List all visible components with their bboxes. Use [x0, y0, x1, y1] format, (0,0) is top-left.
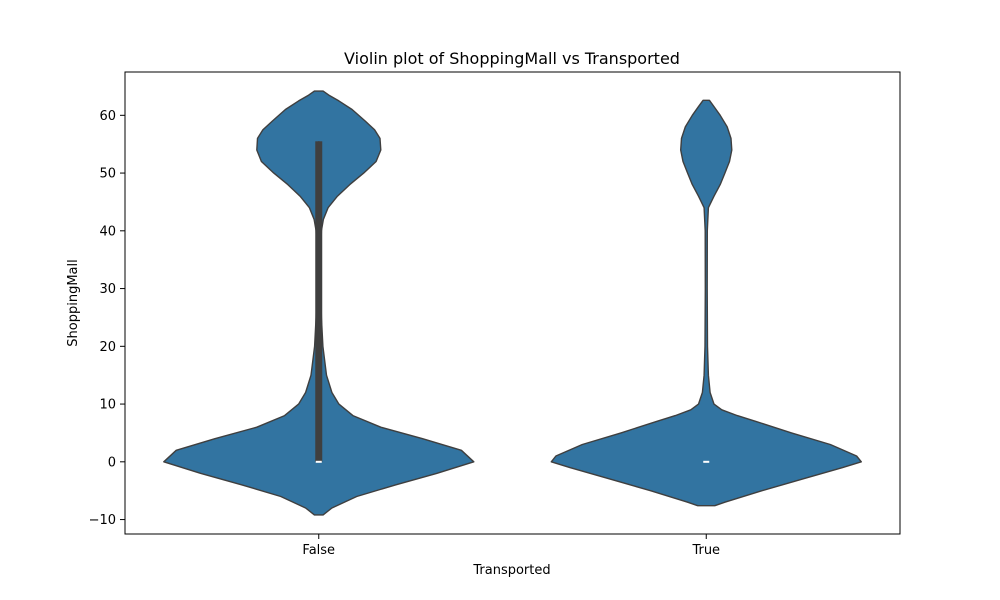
iqr-box-false	[315, 141, 323, 462]
x-axis-label: Transported	[472, 563, 550, 578]
violins-layer	[163, 90, 862, 516]
y-axis-ticks: −10 0 10 20 30 40 50 60	[89, 109, 125, 528]
y-tick-label: −10	[89, 513, 116, 528]
y-axis-label: ShoppingMall	[66, 259, 81, 346]
x-axis-ticks: False True	[302, 534, 720, 558]
y-tick-label: 50	[99, 167, 116, 182]
y-tick-label: 20	[99, 340, 116, 355]
x-tick-label: False	[302, 543, 335, 558]
y-tick-label: 60	[99, 109, 116, 124]
chart-title: Violin plot of ShoppingMall vs Transport…	[344, 49, 680, 68]
plot-area-frame	[124, 71, 901, 535]
violin-true	[550, 99, 862, 507]
y-tick-label: 10	[99, 398, 116, 413]
median-marker-true	[703, 460, 710, 463]
y-tick-label: 30	[99, 282, 116, 297]
y-tick-label: 40	[99, 224, 116, 239]
x-tick-label: True	[691, 543, 720, 558]
y-tick-label: 0	[108, 455, 116, 470]
median-marker-false	[315, 460, 322, 463]
